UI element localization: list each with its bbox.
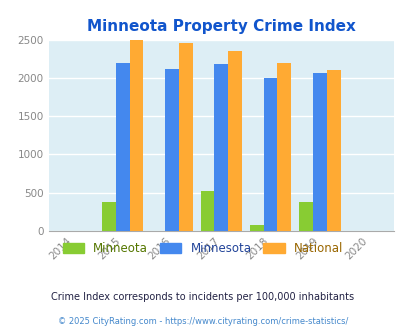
Bar [115, 63, 129, 231]
Bar [277, 63, 290, 231]
Legend: Minneota, Minnesota, National: Minneota, Minnesota, National [58, 237, 347, 260]
Bar [200, 191, 214, 231]
Bar [129, 40, 143, 231]
Bar [298, 202, 312, 231]
Bar [263, 78, 277, 231]
Bar [102, 202, 115, 231]
Bar [312, 73, 326, 231]
Bar [214, 64, 228, 231]
Bar [249, 225, 263, 231]
Text: © 2025 CityRating.com - https://www.cityrating.com/crime-statistics/: © 2025 CityRating.com - https://www.city… [58, 317, 347, 326]
Bar [228, 51, 241, 231]
Bar [165, 69, 179, 231]
Bar [179, 44, 192, 231]
Bar [326, 70, 340, 231]
Title: Minneota Property Crime Index: Minneota Property Crime Index [87, 19, 355, 34]
Text: Crime Index corresponds to incidents per 100,000 inhabitants: Crime Index corresponds to incidents per… [51, 292, 354, 302]
